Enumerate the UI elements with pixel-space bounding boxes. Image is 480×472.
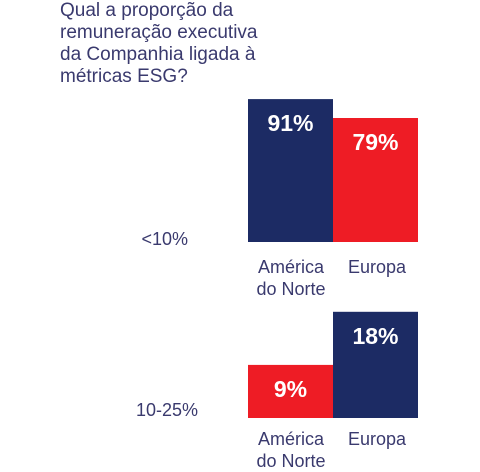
category-label-europa-g2: Europa: [347, 429, 407, 449]
group-label-10-25: 10-25%: [135, 400, 198, 420]
bar-value-label-group2-america: 9%: [274, 376, 307, 402]
bar-value-label-group1-europa: 79%: [352, 129, 398, 155]
category-label-america-g2: América do Norte: [256, 429, 326, 471]
bar-value-label-group1-america: 91%: [267, 110, 313, 136]
bar-group2-america: [248, 364, 333, 418]
category-label-europa-g1: Europa: [347, 257, 407, 277]
group-label-lt10: <10%: [141, 229, 188, 249]
bar-group1-america: [248, 99, 333, 242]
bar-value-label-group2-europa: 18%: [352, 323, 398, 349]
chart-title: Qual a proporção da remuneração executiv…: [60, 0, 258, 87]
bar-group2-europa: [333, 311, 418, 418]
bar-group1-europa: [333, 118, 418, 242]
category-label-america-g1: América do Norte: [256, 257, 326, 299]
